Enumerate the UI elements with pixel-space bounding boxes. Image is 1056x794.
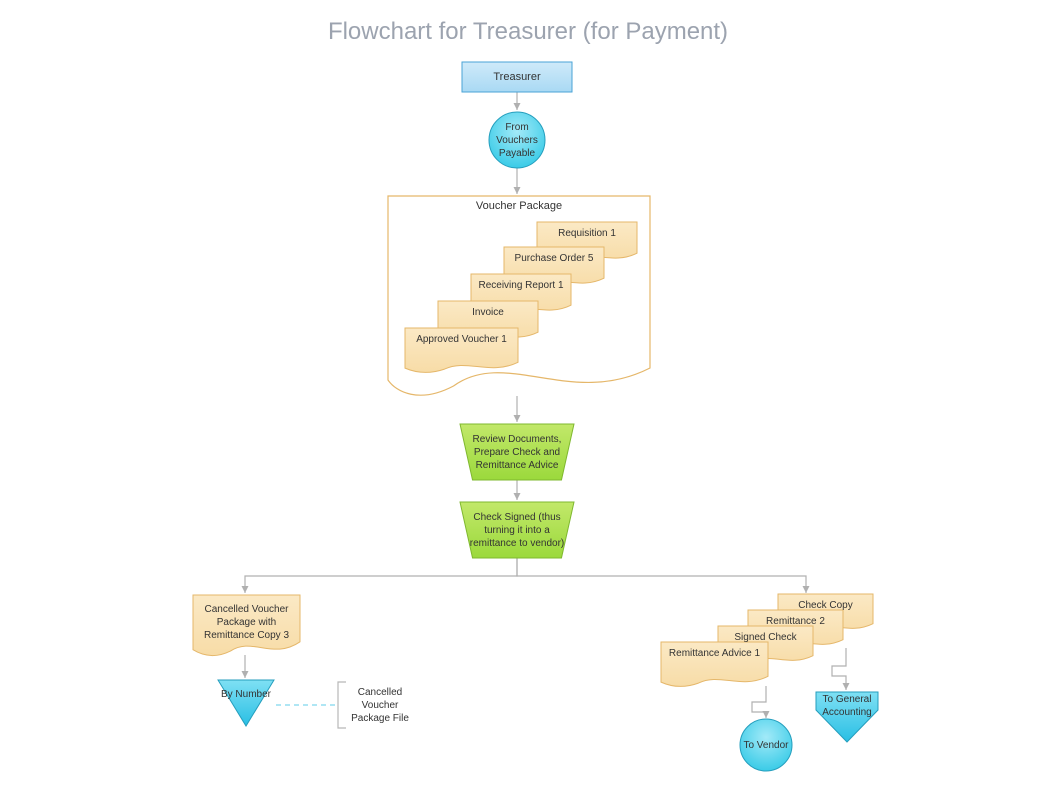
doc-stack1-1: Purchase Order 5 (504, 249, 604, 267)
doc-stack1-3: Invoice (438, 303, 538, 321)
process-trap-0: Review Documents, Prepare Check and Remi… (466, 428, 568, 476)
doc-stack1-4: Approved Voucher 1 (405, 330, 518, 348)
from-vouchers-circle: From Vouchers Payable (489, 112, 545, 168)
cancelled-note: Cancelled Voucher Package File (342, 682, 418, 728)
to-vendor-circle: To Vendor (740, 719, 792, 771)
to-general-accounting: To General Accounting (812, 690, 882, 722)
doc-stack2-3: Remittance Advice 1 (661, 644, 768, 662)
process-trap-1: Check Signed (thus turning it into a rem… (466, 506, 568, 554)
page-title: Flowchart for Treasurer (for Payment) (0, 18, 1056, 46)
doc-stack1-0: Requisition 1 (537, 224, 637, 242)
by-number-tri: By Number (218, 682, 274, 706)
doc-stack1-2: Receiving Report 1 (471, 276, 571, 294)
cancelled-voucher-doc: Cancelled Voucher Package with Remittanc… (197, 599, 296, 645)
voucher-package-label: Voucher Package (388, 198, 650, 214)
treasurer-box: Treasurer (462, 62, 572, 92)
